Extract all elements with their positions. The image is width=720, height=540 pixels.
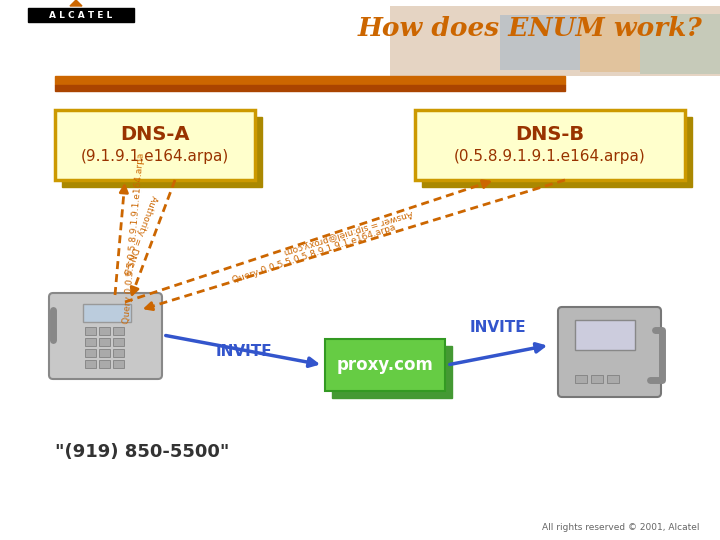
Bar: [575, 375, 587, 383]
FancyBboxPatch shape: [422, 117, 692, 187]
Polygon shape: [70, 0, 82, 6]
Text: Query 0.0.5.5.0.5.8.9.1.9.1.e164.arpa: Query 0.0.5.5.0.5.8.9.1.9.1.e164.arpa: [232, 223, 397, 286]
Bar: [325, 339, 445, 391]
Bar: [113, 360, 124, 368]
Bar: [390, 6, 720, 76]
Bar: [591, 375, 603, 383]
Text: Query 0.0.5.5.0.5.8.9.1.9.1.e164.arpa: Query 0.0.5.5.0.5.8.9.1.9.1.e164.arpa: [122, 153, 146, 325]
Bar: [500, 15, 580, 70]
Bar: [28, 8, 134, 22]
FancyBboxPatch shape: [49, 293, 162, 379]
Text: proxy.com: proxy.com: [336, 356, 433, 374]
Text: All rights reserved © 2001, Alcatel: All rights reserved © 2001, Alcatel: [542, 523, 700, 532]
Bar: [580, 14, 640, 72]
Bar: [99, 338, 110, 346]
Bar: [640, 14, 720, 74]
Bar: [85, 360, 96, 368]
Text: A L C A T E L: A L C A T E L: [50, 10, 112, 19]
Bar: [55, 76, 565, 85]
Bar: [85, 327, 96, 335]
Bar: [99, 360, 110, 368]
FancyBboxPatch shape: [62, 117, 262, 187]
Bar: [113, 327, 124, 335]
Text: Authority = DNS-B: Authority = DNS-B: [120, 194, 158, 276]
Text: "(919) 850-5500": "(919) 850-5500": [55, 443, 230, 461]
Bar: [113, 349, 124, 357]
Text: DNS-A: DNS-A: [120, 125, 190, 145]
FancyBboxPatch shape: [415, 110, 685, 180]
Text: DNS-B: DNS-B: [516, 125, 585, 145]
Bar: [99, 349, 110, 357]
Text: INVITE: INVITE: [469, 320, 526, 334]
FancyBboxPatch shape: [55, 110, 255, 180]
Text: How does ENUM work?: How does ENUM work?: [358, 16, 703, 40]
Text: (0.5.8.9.1.9.1.e164.arpa): (0.5.8.9.1.9.1.e164.arpa): [454, 150, 646, 165]
Bar: [55, 85, 565, 91]
Bar: [332, 346, 452, 398]
FancyBboxPatch shape: [558, 307, 661, 397]
Bar: [99, 327, 110, 335]
Bar: [83, 304, 131, 322]
Text: (9.1.9.1.e164.arpa): (9.1.9.1.e164.arpa): [81, 150, 229, 165]
Bar: [113, 338, 124, 346]
Text: Answer = sip:niel@proxy.com: Answer = sip:niel@proxy.com: [283, 208, 414, 255]
Bar: [85, 338, 96, 346]
Text: INVITE: INVITE: [216, 345, 272, 360]
Bar: [85, 349, 96, 357]
Bar: [575, 320, 635, 350]
Bar: [607, 375, 619, 383]
